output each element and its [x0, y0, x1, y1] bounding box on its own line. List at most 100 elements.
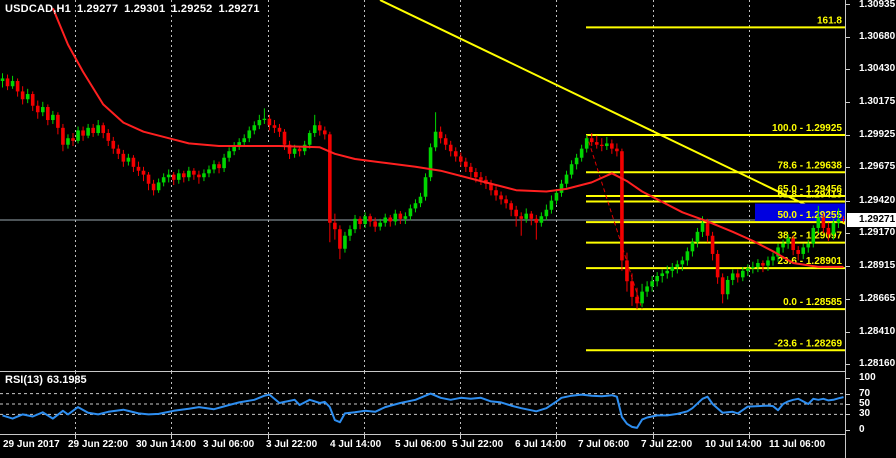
pane-separator[interactable] [0, 371, 846, 372]
candle-body [156, 182, 161, 191]
price-axis-tick [846, 167, 850, 169]
candle-body [237, 142, 241, 147]
candle-body [317, 125, 322, 131]
price-axis-tick [846, 331, 850, 333]
rsi-axis-label: 100 [859, 372, 876, 383]
fib-level-label: 23.6 - 1.28901 [778, 256, 843, 267]
time-axis-label: 5 Jul 06:00 [395, 439, 447, 450]
candle-body [705, 222, 710, 236]
fib-level-label: 0.0 - 1.28585 [783, 297, 842, 308]
candle-body [458, 156, 463, 162]
trendline[interactable] [379, 0, 846, 227]
candle-body [358, 218, 362, 225]
candle-body [393, 213, 398, 222]
rsi-axis-tick [846, 414, 850, 416]
candle-body [539, 216, 544, 223]
rsi-axis-label: 30 [859, 408, 871, 420]
candle-body [504, 199, 508, 204]
time-axis-label: 10 Jul 14:00 [705, 439, 762, 450]
price-axis-tick [846, 298, 850, 300]
candle-body [398, 213, 403, 219]
moving-average-line[interactable] [51, 7, 844, 268]
candle-body [549, 200, 554, 210]
candle-body [141, 170, 146, 175]
candle-body [25, 94, 30, 100]
candle-body [166, 174, 171, 178]
candle-body [589, 138, 594, 143]
candle-body [388, 217, 393, 222]
candle-body [831, 222, 836, 235]
candle-body [670, 266, 675, 271]
candle-body [146, 174, 151, 184]
candle-body [307, 133, 312, 145]
candle-body [806, 243, 811, 248]
candle-body [20, 91, 25, 100]
candle-body [242, 138, 247, 143]
candle-body [675, 264, 680, 267]
candle-body [66, 138, 70, 145]
time-axis-label: 30 Jun 14:00 [136, 439, 197, 450]
candle-body [771, 256, 775, 261]
candle-body [685, 251, 690, 261]
candle-body [821, 217, 826, 228]
rsi-canvas[interactable] [0, 372, 846, 434]
candle-body [96, 125, 100, 134]
time-axis-label: 7 Jul 22:00 [641, 439, 693, 450]
time-axis-label: 3 Jul 06:00 [203, 439, 255, 450]
price-axis-label: 1.30430 [859, 63, 896, 75]
candle-body [453, 151, 458, 157]
candle-body [161, 177, 166, 183]
candle-body [499, 195, 503, 200]
main-chart-pane[interactable]: 161.8 100.0 - 1.29925 78.6 - 1.29638 65.0 -… [0, 0, 846, 371]
rsi-pane[interactable] [0, 372, 846, 434]
candle-body [489, 183, 493, 191]
candle-body [443, 138, 448, 145]
candle-body [282, 131, 287, 145]
candle-body [786, 238, 790, 244]
candle-body [529, 213, 534, 219]
price-axis-tick [846, 266, 850, 268]
candle-body [192, 170, 196, 175]
candle-body [76, 130, 80, 141]
candle-body [605, 143, 609, 147]
candle-body [101, 125, 106, 134]
candle-body [428, 147, 433, 178]
candle-body [766, 260, 770, 266]
candle-body [408, 208, 413, 217]
rsi-axis-label: 70 [859, 387, 871, 399]
highlight-rectangle[interactable] [755, 203, 845, 223]
price-axis-tick [846, 102, 850, 104]
time-axis-label: 6 Jul 14:00 [515, 439, 567, 450]
price-chart-canvas[interactable]: 161.8 100.0 - 1.29925 78.6 - 1.29638 65.0 -… [0, 0, 846, 371]
candle-body [479, 177, 483, 180]
fib-level-label: 50.0 - 1.29255 [778, 210, 843, 221]
candle-body [695, 231, 700, 243]
price-axis[interactable]: 1.30935 1.30680 1.30430 1.30175 1.29925 1.296… [846, 0, 896, 458]
candle-body [610, 143, 614, 149]
candle-body [615, 148, 619, 152]
price-axis-label: 1.29420 [859, 194, 896, 206]
fib-level-label: 61.8 - 1.29413 [778, 190, 843, 201]
time-axis-tick [75, 435, 76, 439]
candle-body [599, 144, 604, 147]
rsi-axis-tick [846, 430, 850, 431]
candle-body [232, 146, 236, 152]
fib-diagonal-line[interactable] [586, 134, 643, 310]
price-axis-label: 1.29925 [859, 128, 896, 140]
candle-body [373, 221, 377, 227]
fib-level-label: 65.0 - 1.29456 [778, 184, 843, 195]
candle-body [116, 148, 121, 154]
time-axis[interactable]: 29 Jun 2017 29 Jun 22:00 30 Jun 14:00 3 Jul… [0, 435, 846, 458]
candle-body [338, 229, 342, 249]
candle-body [71, 138, 75, 141]
candle-body [40, 107, 45, 113]
candle-body [776, 247, 780, 257]
candle-body [267, 118, 272, 126]
candle-body [343, 235, 347, 249]
rsi-line[interactable] [2, 392, 844, 429]
time-axis-tick [268, 435, 269, 439]
candle-body [328, 134, 332, 223]
candle-body [645, 286, 649, 292]
candle-body [826, 227, 831, 235]
candle-body [635, 296, 639, 304]
